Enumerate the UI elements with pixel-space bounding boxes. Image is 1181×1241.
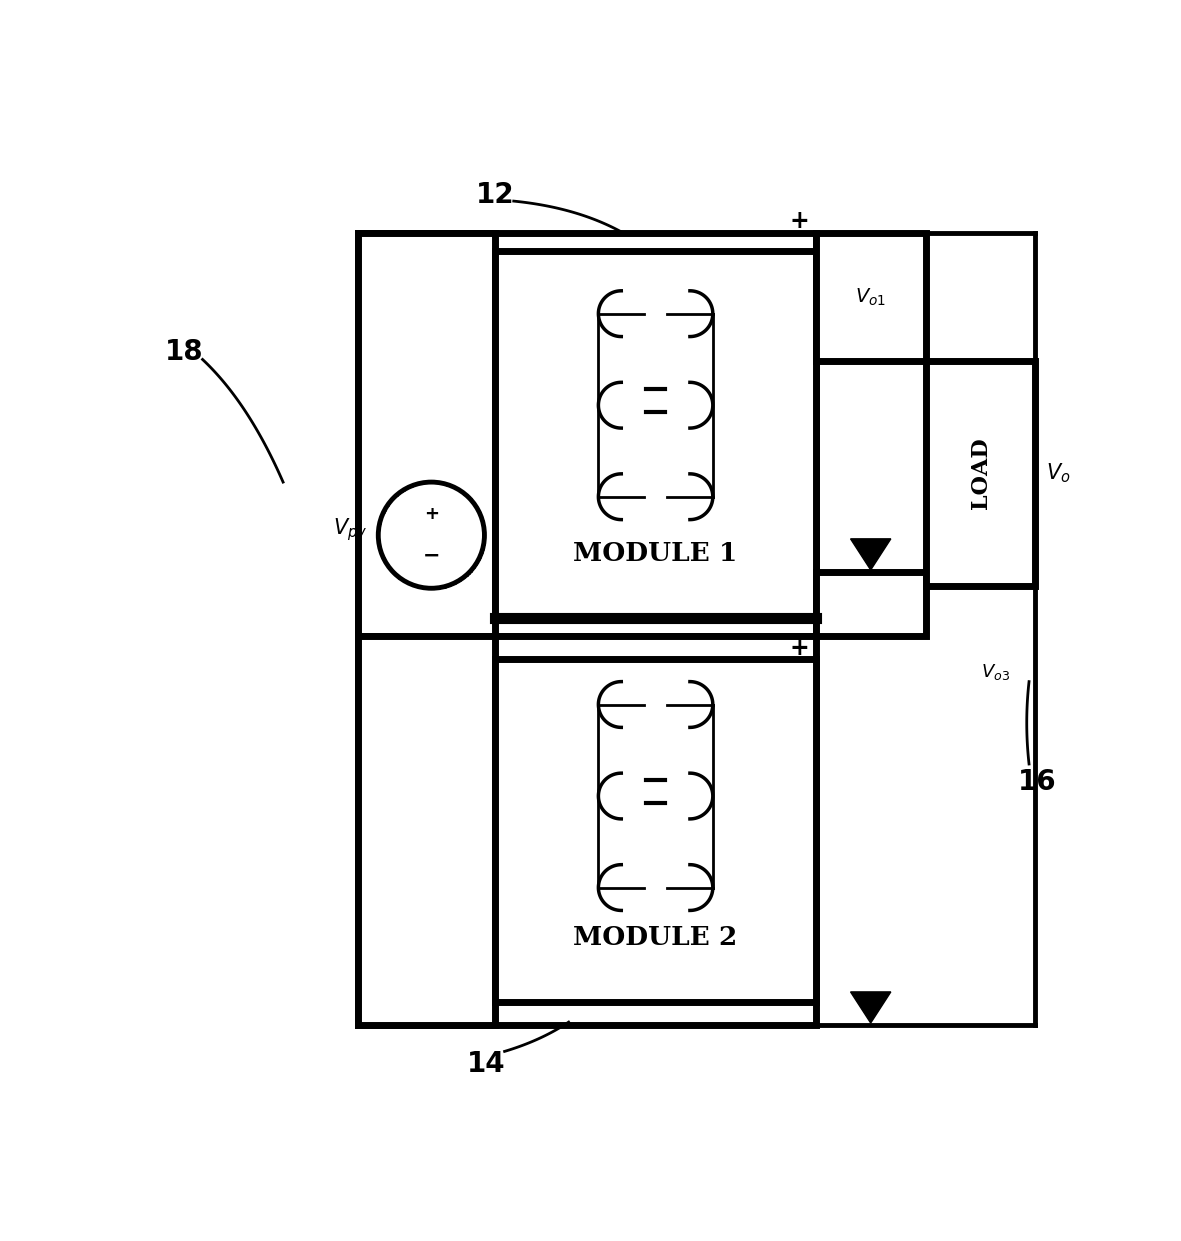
Text: 16: 16 <box>1018 768 1057 797</box>
Text: $V_o$: $V_o$ <box>1046 462 1071 485</box>
Bar <box>358 635 816 1025</box>
Bar <box>358 635 496 1025</box>
Polygon shape <box>850 539 890 570</box>
Bar <box>496 659 816 1001</box>
Text: MODULE 2: MODULE 2 <box>574 926 738 951</box>
Text: $V_{o1}$: $V_{o1}$ <box>855 287 886 308</box>
Text: +: + <box>789 210 809 233</box>
Bar <box>358 233 816 635</box>
Bar <box>926 361 1036 586</box>
Text: +: + <box>424 505 439 524</box>
Text: 14: 14 <box>466 1050 505 1078</box>
Bar <box>816 233 926 361</box>
Text: LOAD: LOAD <box>970 438 992 509</box>
Text: 12: 12 <box>476 181 515 208</box>
Bar <box>496 252 816 618</box>
Text: $V_{pv}$: $V_{pv}$ <box>333 516 367 544</box>
Polygon shape <box>850 992 890 1023</box>
Text: +: + <box>789 635 809 660</box>
Bar <box>816 572 926 635</box>
Text: $V_{o3}$: $V_{o3}$ <box>980 663 1010 683</box>
Text: −: − <box>423 545 441 566</box>
Bar <box>358 233 496 635</box>
Text: MODULE 1: MODULE 1 <box>574 541 738 566</box>
Text: 18: 18 <box>165 338 203 366</box>
